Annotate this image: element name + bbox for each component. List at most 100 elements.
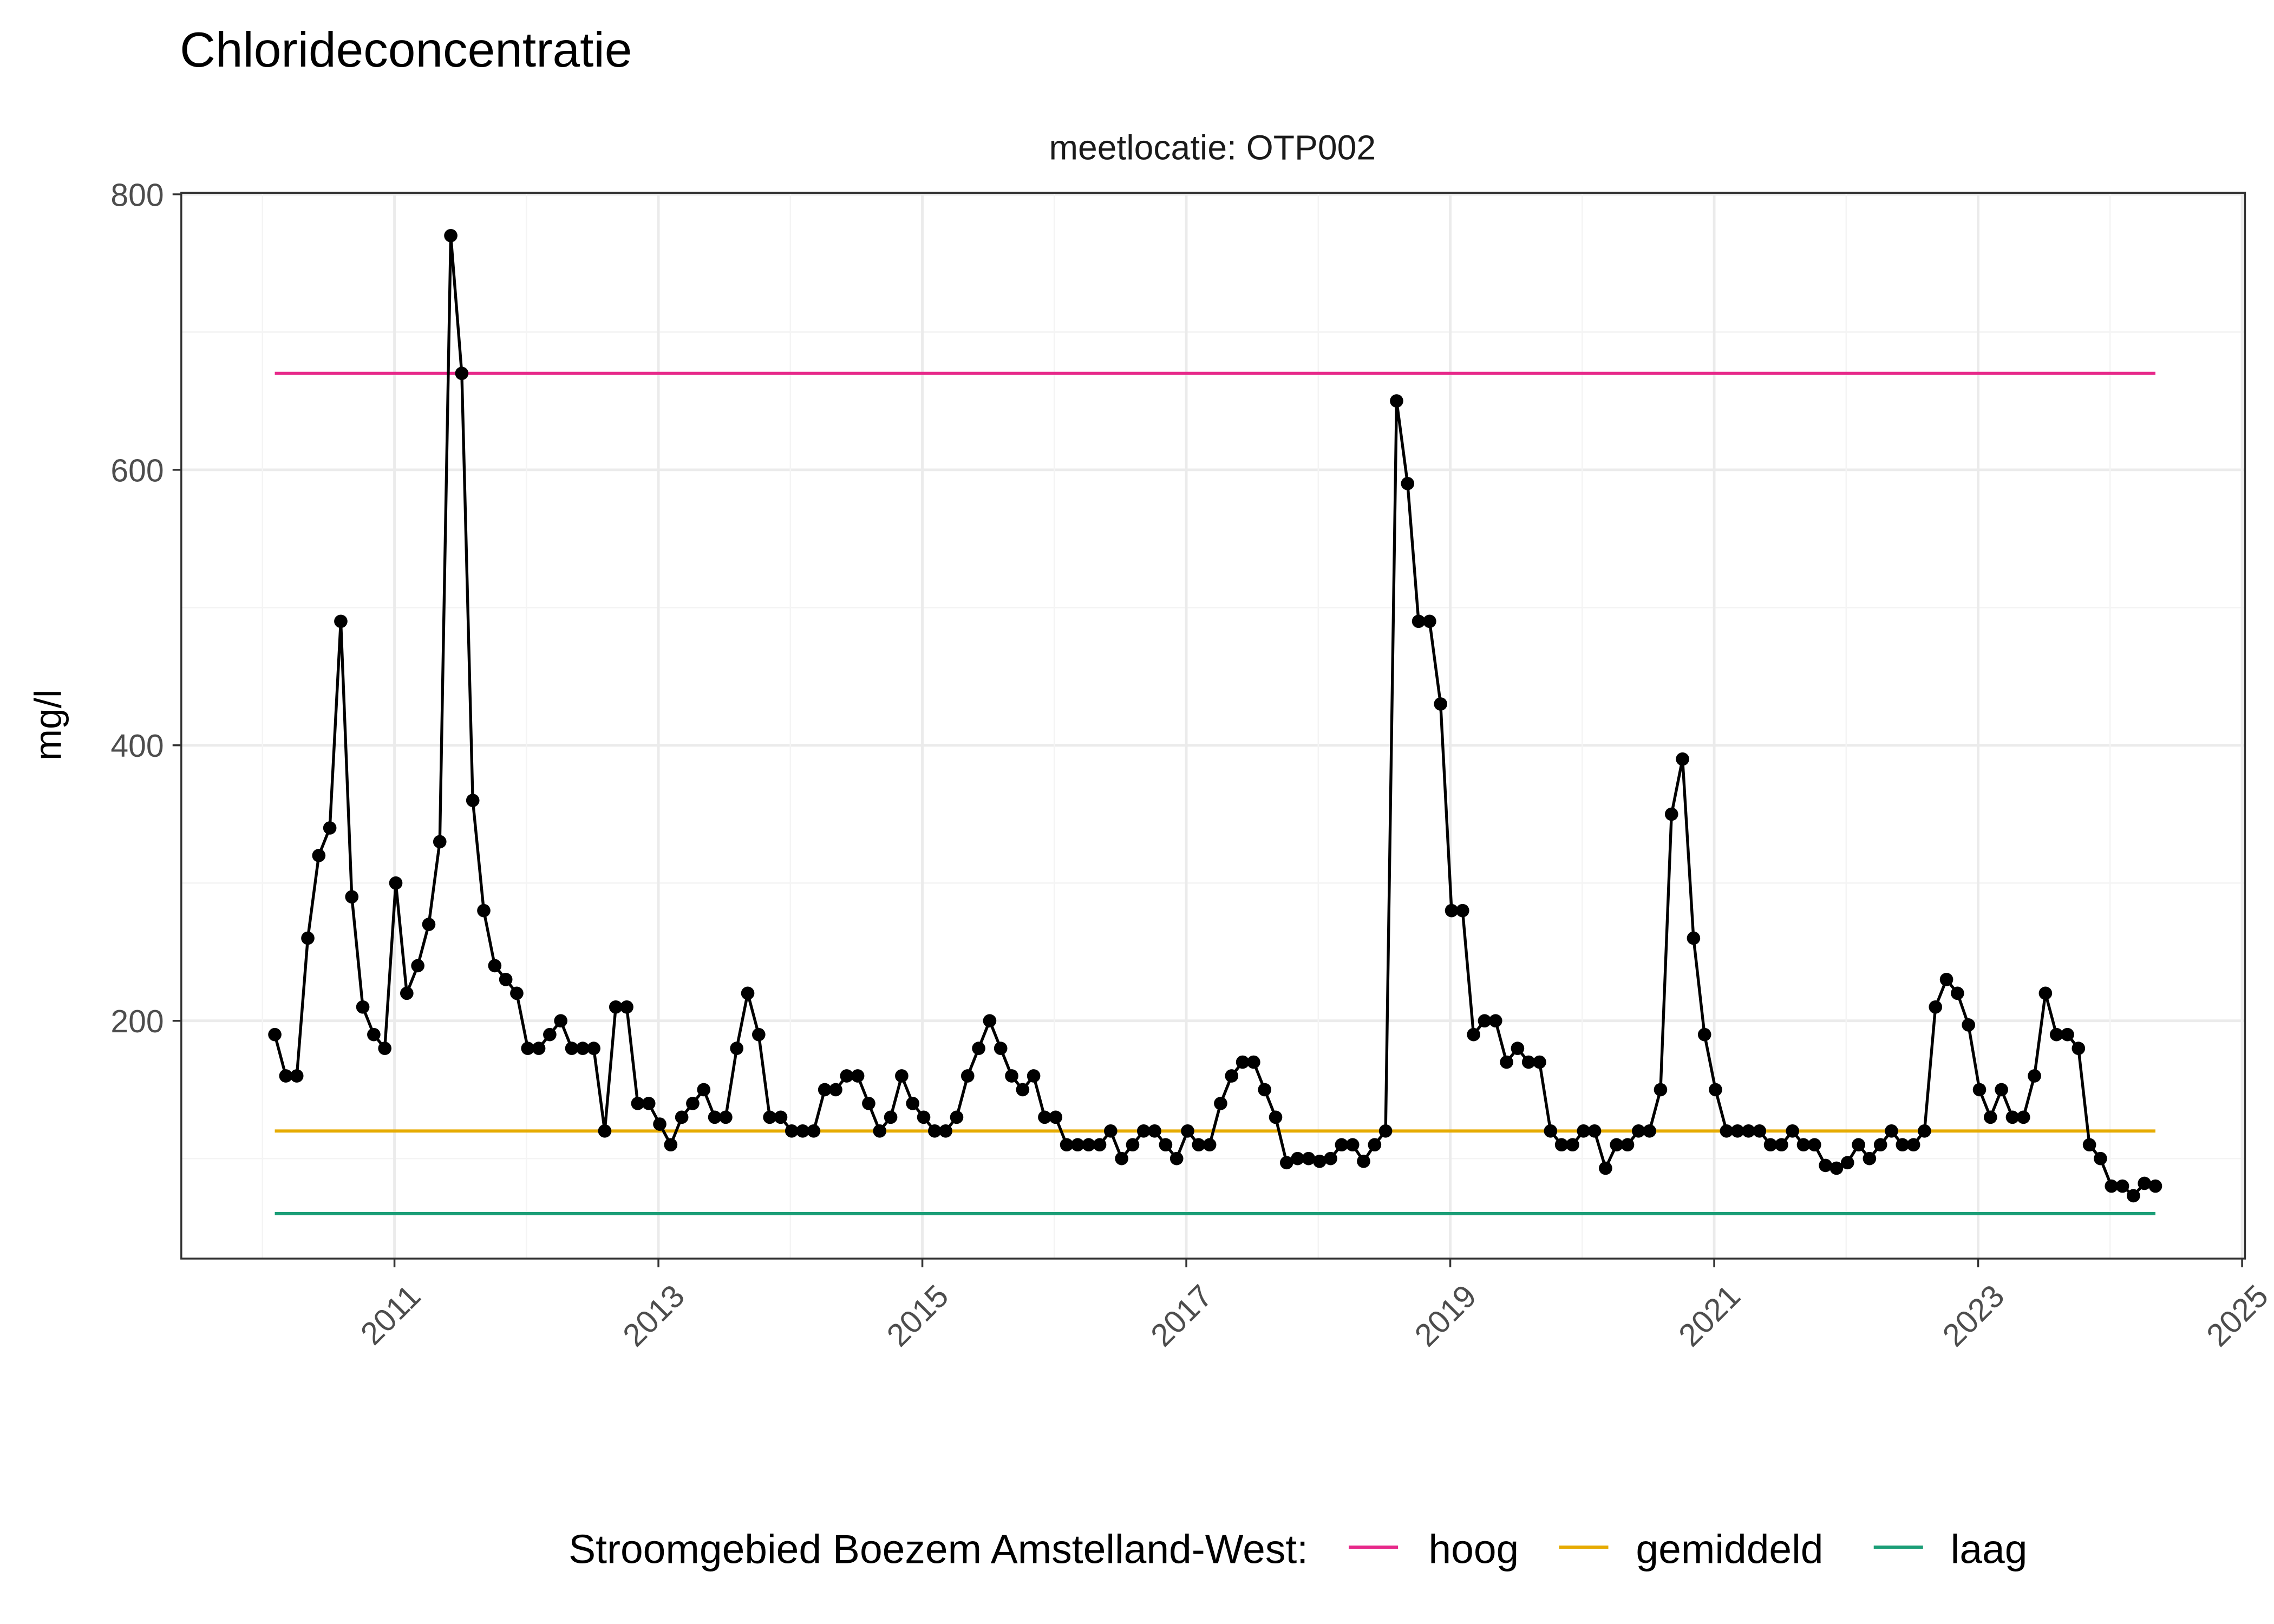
data-point [1951, 986, 1964, 1000]
data-point [1918, 1124, 1931, 1138]
x-tick-label: 2011 [354, 1278, 428, 1352]
data-point [290, 1069, 304, 1083]
data-point [1324, 1151, 1337, 1165]
data-point [1225, 1069, 1239, 1083]
data-point [862, 1097, 875, 1110]
data-point [400, 986, 414, 1000]
data-point [1643, 1124, 1656, 1138]
legend-label-hoog: hoog [1428, 1526, 1519, 1571]
data-point [994, 1042, 1008, 1055]
data-point [1181, 1124, 1194, 1138]
data-point [510, 986, 524, 1000]
data-point [653, 1117, 666, 1131]
data-point [1929, 1000, 1943, 1014]
data-point [2072, 1042, 2086, 1055]
data-point [609, 1000, 623, 1014]
data-point [1599, 1161, 1612, 1175]
data-point [1368, 1138, 1382, 1152]
data-point [1873, 1138, 1887, 1152]
data-point [873, 1124, 887, 1138]
data-point [1984, 1110, 1997, 1124]
data-point [2115, 1179, 2129, 1193]
data-point [1786, 1124, 1800, 1138]
data-point [884, 1110, 898, 1124]
data-point [1500, 1055, 1513, 1069]
data-point [1401, 476, 1415, 490]
data-point [631, 1097, 645, 1110]
data-point [1027, 1069, 1041, 1083]
data-point [1720, 1124, 1734, 1138]
data-point [2028, 1069, 2041, 1083]
x-tick-label: 2015 [880, 1278, 956, 1353]
data-point [1829, 1161, 1844, 1175]
data-point [1148, 1124, 1161, 1138]
data-point [829, 1083, 842, 1097]
data-point [455, 366, 469, 381]
data-point [1962, 1018, 1976, 1032]
data-point [1676, 752, 1689, 766]
data-point [1445, 903, 1459, 918]
data-point [1312, 1154, 1327, 1168]
data-point [2138, 1176, 2152, 1190]
data-point [1335, 1138, 1349, 1152]
data-point [928, 1124, 942, 1138]
data-point [1742, 1124, 1755, 1138]
y-tick-label: 200 [110, 1004, 164, 1039]
data-point [334, 614, 348, 628]
data-point [1939, 973, 1953, 986]
data-point [1412, 614, 1426, 628]
legend-label-gemiddeld: gemiddeld [1636, 1526, 1823, 1571]
data-point [312, 849, 326, 862]
data-point [565, 1042, 579, 1055]
data-point [1796, 1138, 1811, 1152]
data-point [851, 1069, 865, 1083]
y-tick-label: 400 [110, 729, 164, 764]
data-point [807, 1124, 821, 1138]
data-point [1192, 1138, 1206, 1152]
data-point [1808, 1138, 1821, 1152]
data-point [1456, 903, 1469, 918]
grid [181, 193, 2245, 1259]
data-point [1863, 1151, 1877, 1165]
data-point [664, 1138, 678, 1152]
data-point [960, 1069, 975, 1083]
data-point [1697, 1027, 1711, 1042]
data-point [1115, 1151, 1128, 1165]
series-line [273, 235, 2156, 1198]
data-point [367, 1027, 381, 1042]
data-point [1060, 1138, 1074, 1152]
data-point [532, 1042, 546, 1055]
data-point [708, 1110, 722, 1124]
data-point [1521, 1055, 1535, 1069]
data-point [1709, 1083, 1722, 1097]
data-point [675, 1110, 689, 1124]
reference-lines [275, 371, 2156, 1215]
data-point [1885, 1124, 1898, 1138]
data-point [1972, 1083, 1987, 1097]
data-point [345, 890, 359, 904]
data-point [1005, 1069, 1018, 1083]
data-point [1753, 1124, 1767, 1138]
data-point [1049, 1110, 1063, 1124]
data-point [1038, 1110, 1051, 1124]
data-point [1302, 1151, 1316, 1165]
data-point [279, 1069, 293, 1083]
data-point [323, 821, 337, 835]
data-point [1357, 1154, 1370, 1168]
data-point [411, 959, 424, 973]
data-point [785, 1124, 799, 1138]
plot-panel [180, 192, 2246, 1260]
data-point [1345, 1138, 1360, 1152]
data-point [576, 1042, 590, 1055]
data-point [1687, 931, 1701, 945]
data-point [554, 1014, 568, 1028]
x-tick-label: 2023 [1936, 1278, 2011, 1353]
data-point [642, 1097, 656, 1110]
data-point [796, 1124, 809, 1138]
data-point [1159, 1138, 1173, 1152]
data-point [1819, 1158, 1832, 1173]
data-point [1511, 1042, 1525, 1055]
legend-title: Stroomgebied Boezem Amstelland-West: [568, 1526, 1308, 1571]
data-point [741, 986, 755, 1000]
data-point [686, 1097, 700, 1110]
